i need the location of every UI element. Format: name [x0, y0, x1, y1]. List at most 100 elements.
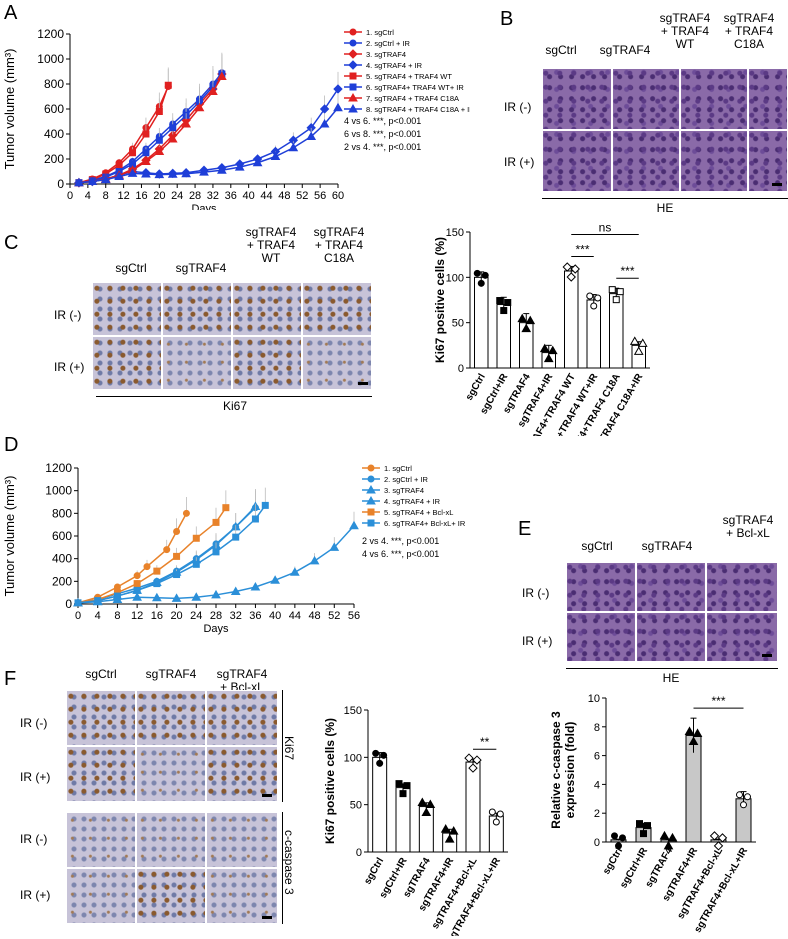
panel-e-row-1: IR (-) [522, 586, 550, 600]
series-line [77, 504, 266, 604]
y-tick-label: 2 [594, 808, 600, 820]
data-point [543, 353, 554, 363]
y-tick-label: 4 [594, 779, 600, 791]
caspase-tile [136, 812, 206, 868]
data-point [444, 834, 455, 843]
data-point [113, 583, 121, 591]
data-point [192, 560, 200, 568]
data-point [199, 167, 209, 176]
data-point [164, 81, 172, 89]
y-tick-label: 0 [594, 837, 600, 849]
data-point [562, 262, 572, 272]
legend-marker [367, 519, 375, 527]
stats-text: 2 vs 4. ***, p<0.001 [344, 142, 421, 152]
panel-e-stain: HE [662, 671, 680, 685]
panel-f-row-1: IR (-) [20, 716, 48, 730]
data-point [182, 509, 190, 517]
data-point [289, 567, 300, 576]
data-point [114, 171, 124, 180]
series-line [77, 507, 227, 604]
x-tick-label: 32 [207, 190, 219, 202]
legend-label: 2. sgCtrl + IR [384, 475, 429, 484]
ki67-tile [206, 746, 278, 802]
x-tick-label: 40 [243, 190, 255, 202]
panel-e-underline [566, 668, 778, 669]
data-point [173, 552, 181, 560]
panel-e-row-2: IR (+) [522, 634, 553, 648]
data-point [663, 840, 674, 850]
x-tick-label: 0 [75, 610, 81, 622]
stats-text: 4 vs 6. ***, p<0.001 [344, 116, 421, 126]
data-point [659, 830, 670, 840]
panel-e-he-images: sgCtrl sgTRAF4 sgTRAF4 + Bcl-xL IR (-) I… [516, 510, 788, 670]
x-tick-label: 56 [348, 610, 360, 622]
data-point [615, 842, 622, 850]
legend-label: 4. sgTRAF4 + IR [384, 497, 441, 506]
x-tick-label: 56 [314, 190, 326, 202]
y-axis-label: Tumor volume (mm³) [2, 49, 17, 170]
data-point [100, 174, 111, 184]
y-tick-label: 10 [588, 693, 600, 705]
y-tick-label: 200 [44, 152, 64, 166]
data-point [153, 580, 161, 588]
y-tick-label: 600 [44, 102, 64, 116]
significance-label: ns [599, 220, 612, 234]
x-tick-label: 44 [289, 610, 301, 622]
y-tick-label: 400 [52, 552, 72, 566]
panel-f-casp-bracket [282, 812, 283, 924]
data-point [586, 292, 594, 300]
data-point [425, 799, 436, 809]
he-tile [748, 130, 788, 192]
panel-c-col-2: sgTRAF4 [175, 261, 227, 275]
data-point [403, 782, 411, 790]
x-tick-label: 24 [171, 190, 183, 202]
data-point [525, 315, 536, 325]
data-point [163, 546, 171, 554]
panel-c-col-4: sgTRAF4 + TRAF4 C18A [313, 225, 365, 265]
data-point [496, 297, 504, 305]
ki67-tile [136, 690, 206, 746]
data-point [736, 791, 743, 799]
scale-bar [772, 183, 782, 186]
data-point [717, 833, 728, 843]
data-point [319, 104, 330, 114]
y-tick-label: 1200 [37, 27, 64, 41]
panel-c-col-3: sgTRAF4 + TRAF4 WT [245, 225, 297, 265]
panel-c-underline [96, 396, 372, 397]
legend-label: 6. sgTRAF4+ Bcl-xL+ IR [384, 519, 466, 528]
legend-marker [348, 60, 358, 70]
data-point [173, 527, 181, 535]
legend-label: 7. sgTRAF4 + TRAF4 C18A [366, 94, 459, 103]
data-point [142, 149, 150, 157]
ki67-tile [66, 690, 136, 746]
bar [474, 276, 489, 369]
ki67-tile [136, 746, 206, 802]
data-point [637, 338, 648, 347]
y-tick-label: 0 [65, 597, 72, 611]
panel-f-images: sgCtrl sgTRAF4 sgTRAF4 + Bcl-xL IR (-) I… [0, 662, 300, 939]
data-point [477, 279, 485, 287]
ki67-tile [232, 282, 302, 336]
panel-f-col-2: sgTRAF4 [145, 667, 197, 681]
legend-label: 2. sgCtrl + IR [366, 39, 411, 48]
y-tick-label: 600 [52, 529, 72, 543]
bar [609, 293, 624, 369]
ki67-tile [162, 282, 232, 336]
legend-marker [367, 464, 375, 472]
legend-label: 8. sgTRAF4 + TRAF4 C18A + IR [366, 105, 470, 114]
y-tick-label: 50 [452, 318, 464, 330]
he-tile [680, 68, 748, 130]
stats-text: 6 vs 8. ***, p<0.001 [344, 129, 421, 139]
data-point [744, 793, 751, 801]
data-point [234, 162, 245, 171]
y-tick-label: 150 [344, 705, 362, 717]
significance-label: ** [480, 735, 490, 749]
data-point [222, 504, 230, 512]
x-tick-label: 48 [308, 610, 320, 622]
data-point [306, 131, 317, 140]
data-point [113, 592, 121, 600]
data-point [217, 71, 227, 80]
data-point [539, 343, 550, 353]
